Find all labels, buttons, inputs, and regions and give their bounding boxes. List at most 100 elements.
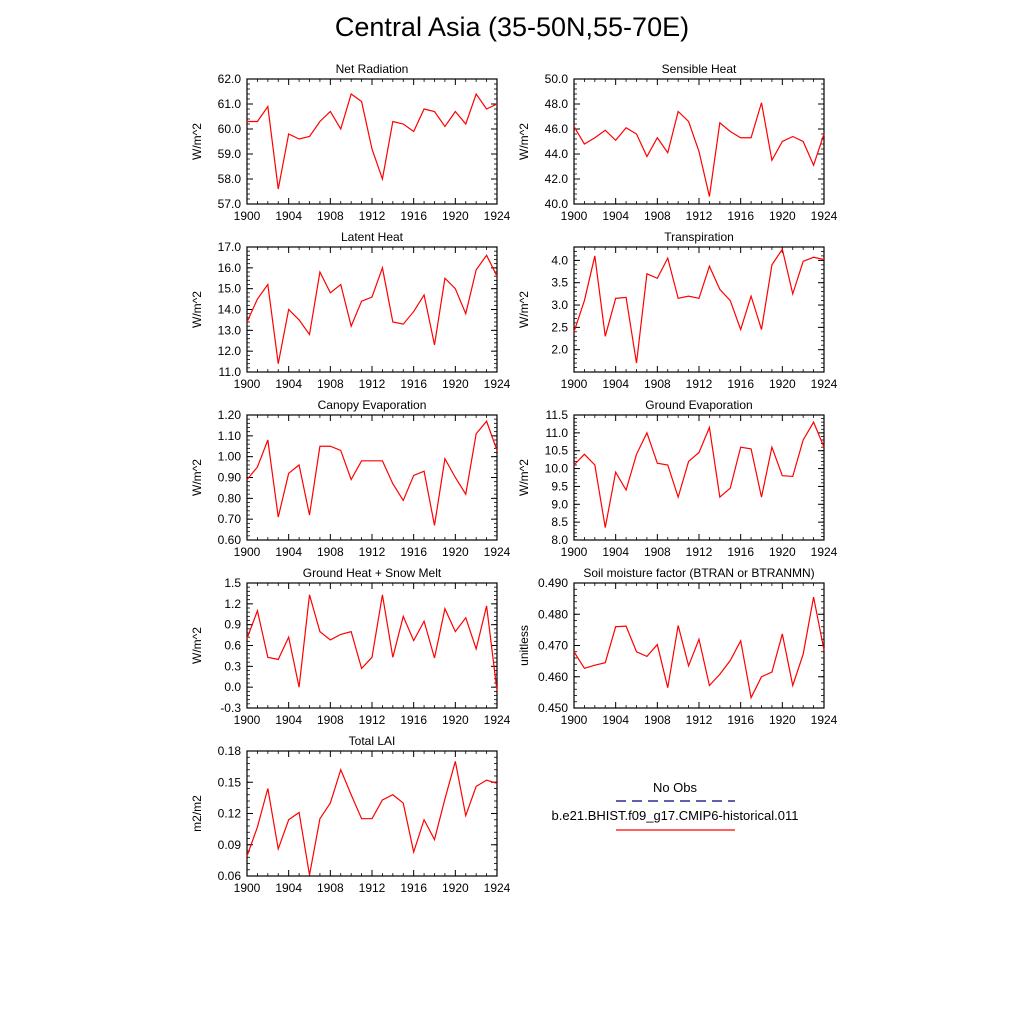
- y-tick-label: 60.0: [218, 122, 242, 136]
- chart-panel: Ground Evaporation 11.5 11.0 10.5 10.0 9.5 9.0…: [517, 398, 838, 559]
- x-tick-label: 1904: [275, 713, 302, 727]
- x-tick-label: 1924: [811, 713, 838, 727]
- y-tick-label: 42.0: [545, 172, 569, 186]
- y-tick-label: 4.0: [551, 253, 568, 267]
- y-tick-label: 0.450: [538, 701, 568, 715]
- x-tick-label: 1920: [769, 713, 796, 727]
- plot-frame: [573, 78, 825, 205]
- x-tick-label: 1900: [234, 881, 261, 895]
- x-tick-label: 1900: [234, 713, 261, 727]
- panel-title: Ground Evaporation: [645, 398, 752, 412]
- y-axis-label: W/m^2: [517, 291, 531, 328]
- y-tick-label: 8.0: [551, 533, 568, 547]
- y-tick-label: 10.5: [545, 444, 569, 458]
- y-tick-label: 44.0: [545, 147, 569, 161]
- y-axis-label: W/m^2: [190, 123, 204, 160]
- panel-title: Soil moisture factor (BTRAN or BTRANMN): [583, 566, 814, 580]
- y-tick-label: 2.0: [551, 343, 568, 357]
- x-tick-label: 1920: [442, 713, 469, 727]
- series-line: [246, 254, 498, 364]
- x-tick-label: 1916: [400, 713, 427, 727]
- legend-obs-label: No Obs: [653, 780, 698, 795]
- chart-panel: Net Radiation62.061.060.059.058.057.0190…: [190, 62, 511, 223]
- x-tick-label: 1908: [644, 713, 671, 727]
- y-tick-label: -0.3: [220, 701, 241, 715]
- y-tick-label: 10.0: [545, 462, 569, 476]
- y-tick-label: 16.0: [218, 261, 242, 275]
- plot-frame: [246, 414, 498, 541]
- x-tick-label: 1908: [644, 545, 671, 559]
- x-tick-label: 1920: [442, 545, 469, 559]
- y-tick-label: 0.480: [538, 607, 568, 621]
- x-tick-label: 1924: [484, 377, 511, 391]
- y-tick-label: 3.0: [551, 298, 568, 312]
- x-tick-label: 1924: [484, 209, 511, 223]
- y-tick-label: 50.0: [545, 72, 569, 86]
- series-line: [246, 761, 498, 876]
- legend: No Obs b.e21.BHIST.f09_g17.CMIP6-historic…: [552, 780, 798, 831]
- x-tick-label: 1924: [484, 545, 511, 559]
- y-tick-label: 0.9: [224, 618, 241, 632]
- y-axis-label: unitless: [517, 625, 531, 666]
- y-tick-label: 2.5: [551, 320, 568, 334]
- x-tick-label: 1916: [727, 377, 754, 391]
- x-tick-label: 1900: [561, 209, 588, 223]
- y-tick-label: 9.5: [551, 479, 568, 493]
- x-tick-label: 1916: [400, 377, 427, 391]
- x-tick-label: 1900: [234, 209, 261, 223]
- page-title: Central Asia (35-50N,55-70E): [334, 12, 690, 42]
- y-tick-label: 1.00: [218, 450, 242, 464]
- y-tick-label: 0.470: [538, 639, 568, 653]
- y-tick-label: 0.90: [218, 471, 242, 485]
- y-tick-label: 1.10: [218, 429, 242, 443]
- y-tick-label: 0.0: [224, 680, 241, 694]
- y-tick-label: 1.20: [218, 408, 242, 422]
- y-tick-label: 0.18: [218, 744, 242, 758]
- x-tick-label: 1916: [727, 209, 754, 223]
- x-tick-label: 1924: [811, 377, 838, 391]
- x-tick-label: 1900: [561, 713, 588, 727]
- y-axis-label: W/m^2: [190, 459, 204, 496]
- y-tick-label: 9.0: [551, 497, 568, 511]
- x-tick-label: 1924: [811, 209, 838, 223]
- x-tick-label: 1904: [602, 545, 629, 559]
- x-tick-label: 1900: [561, 377, 588, 391]
- y-tick-label: 3.5: [551, 276, 568, 290]
- x-tick-label: 1912: [359, 713, 386, 727]
- x-tick-label: 1916: [727, 545, 754, 559]
- y-axis-label: W/m^2: [517, 459, 531, 496]
- y-tick-label: 0.09: [218, 838, 242, 852]
- x-tick-label: 1908: [644, 209, 671, 223]
- x-tick-label: 1924: [811, 545, 838, 559]
- y-tick-label: 48.0: [545, 97, 569, 111]
- chart-panel: Transpiration 4.0 3.5 3.0 2.5 2.0 1900 1904 1908…: [517, 230, 838, 391]
- y-tick-label: 57.0: [218, 197, 242, 211]
- chart-panel: Ground Heat + Snow Melt 1.5 1.2 0.9 0.6 0.3 0.…: [190, 566, 511, 727]
- x-tick-label: 1912: [359, 545, 386, 559]
- x-tick-label: 1920: [442, 377, 469, 391]
- x-tick-label: 1908: [317, 209, 344, 223]
- x-tick-label: 1920: [442, 881, 469, 895]
- series-line: [573, 420, 825, 528]
- y-tick-label: 15.0: [218, 282, 242, 296]
- x-tick-label: 1912: [359, 209, 386, 223]
- y-axis-label: W/m^2: [190, 627, 204, 664]
- y-tick-label: 14.0: [218, 303, 242, 317]
- series-line: [246, 420, 498, 526]
- x-tick-label: 1908: [644, 377, 671, 391]
- plot-frame: [246, 78, 498, 205]
- x-tick-label: 1924: [484, 713, 511, 727]
- plot-frame: [246, 750, 498, 877]
- chart-panel: Soil moisture factor (BTRAN or BTRANMN) 0…: [517, 566, 838, 727]
- x-tick-label: 1920: [769, 545, 796, 559]
- y-tick-label: 8.5: [551, 515, 568, 529]
- x-tick-label: 1924: [484, 881, 511, 895]
- y-tick-label: 0.60: [218, 533, 242, 547]
- series-line: [573, 102, 825, 197]
- panel-title: Latent Heat: [341, 230, 404, 244]
- y-tick-label: 0.6: [224, 639, 241, 653]
- x-tick-label: 1920: [769, 209, 796, 223]
- plot-frame: [573, 414, 825, 541]
- y-tick-label: 0.460: [538, 670, 568, 684]
